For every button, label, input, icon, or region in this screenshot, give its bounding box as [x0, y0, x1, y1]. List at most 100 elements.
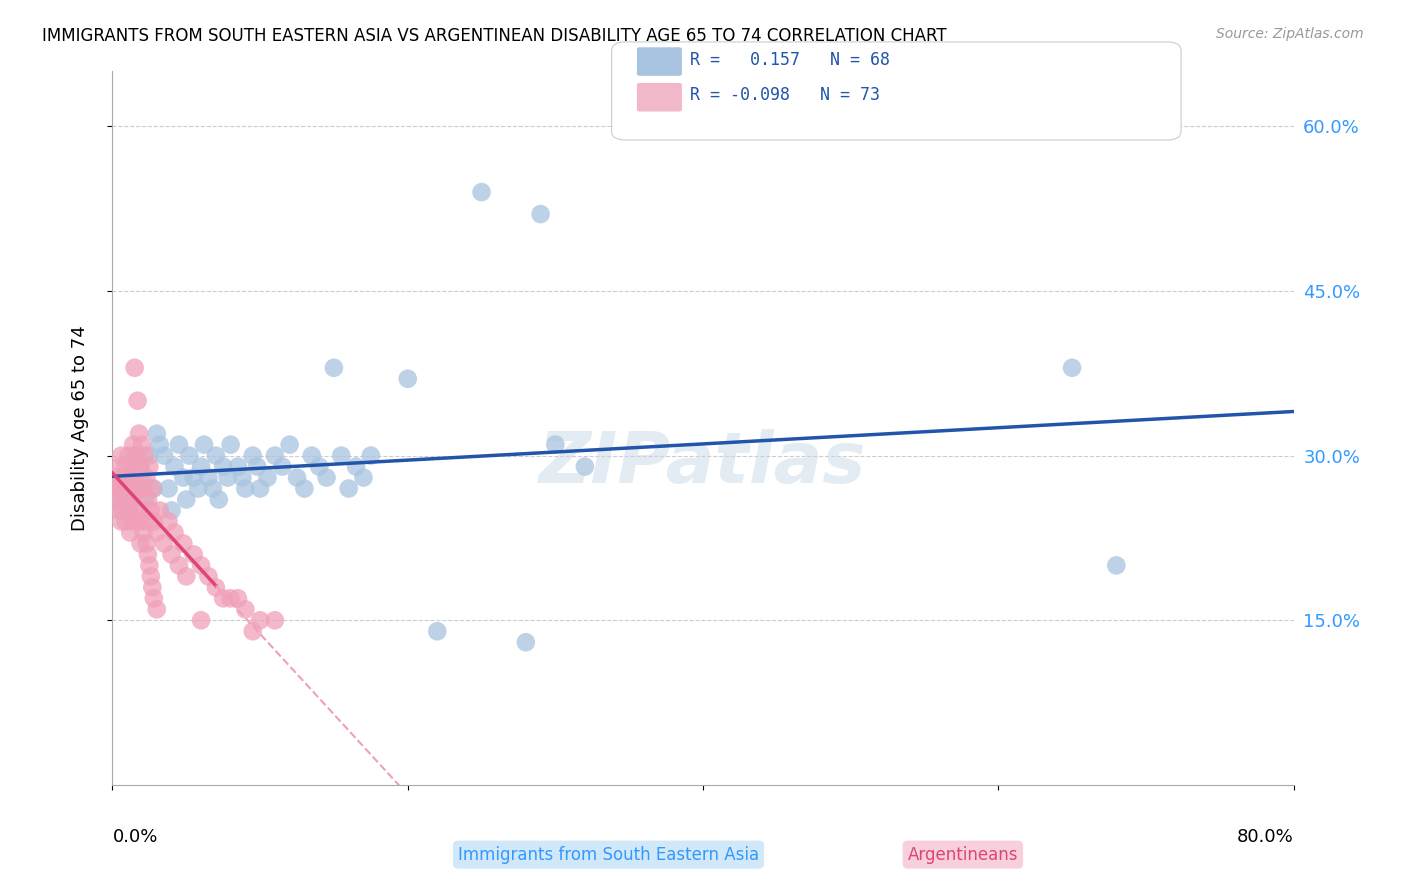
Point	[278, 437, 301, 451]
Point	[271, 459, 294, 474]
Point	[344, 459, 367, 474]
Y-axis label: Disability Age 65 to 74: Disability Age 65 to 74	[70, 326, 89, 531]
Point	[121, 459, 143, 474]
Point	[167, 437, 190, 451]
Point	[141, 482, 163, 496]
Point	[142, 482, 165, 496]
Point	[157, 515, 180, 529]
Text: R = -0.098   N = 73: R = -0.098 N = 73	[690, 87, 880, 104]
Point	[285, 470, 308, 484]
Point	[1062, 360, 1084, 375]
Text: R =   0.157   N = 68: R = 0.157 N = 68	[690, 51, 890, 69]
Point	[124, 470, 146, 484]
Point	[330, 449, 353, 463]
Point	[174, 492, 197, 507]
Point	[105, 470, 128, 484]
Point	[108, 492, 131, 507]
Point	[574, 459, 596, 474]
Point	[128, 426, 150, 441]
Point	[129, 536, 152, 550]
Point	[114, 515, 136, 529]
Point	[112, 503, 135, 517]
Point	[197, 569, 219, 583]
Point	[125, 503, 148, 517]
Point	[108, 503, 131, 517]
Point	[1105, 558, 1128, 573]
Point	[396, 372, 419, 386]
Point	[128, 515, 150, 529]
Text: 0.0%: 0.0%	[112, 828, 157, 846]
Point	[135, 470, 157, 484]
Point	[110, 515, 132, 529]
Point	[212, 591, 235, 606]
Point	[301, 449, 323, 463]
Point	[190, 459, 212, 474]
Point	[120, 482, 142, 496]
Point	[131, 470, 153, 484]
Point	[153, 536, 176, 550]
Point	[127, 482, 149, 496]
Point	[118, 503, 141, 517]
Point	[121, 492, 143, 507]
Point	[139, 503, 162, 517]
Point	[114, 459, 136, 474]
Point	[111, 482, 134, 496]
Point	[138, 449, 160, 463]
Point	[246, 459, 269, 474]
Point	[249, 482, 271, 496]
Point	[187, 482, 209, 496]
Point	[226, 591, 249, 606]
Point	[160, 548, 183, 562]
Text: Immigrants from South Eastern Asia: Immigrants from South Eastern Asia	[458, 846, 759, 863]
Point	[515, 635, 537, 649]
Point	[110, 449, 132, 463]
Point	[426, 624, 449, 639]
Point	[179, 449, 201, 463]
Point	[138, 459, 160, 474]
Point	[264, 449, 287, 463]
Point	[153, 449, 176, 463]
Point	[146, 426, 169, 441]
Point	[125, 449, 148, 463]
Point	[122, 470, 145, 484]
Point	[193, 437, 215, 451]
Point	[134, 449, 156, 463]
Point	[132, 482, 155, 496]
Point	[146, 525, 169, 540]
Point	[111, 492, 134, 507]
Point	[131, 437, 153, 451]
Point	[117, 470, 138, 484]
Point	[157, 482, 180, 496]
Point	[122, 437, 145, 451]
Point	[108, 459, 131, 474]
Point	[105, 482, 128, 496]
Point	[292, 482, 315, 496]
Point	[112, 492, 135, 507]
Point	[134, 492, 156, 507]
Point	[139, 569, 162, 583]
Text: ZIPatlas: ZIPatlas	[540, 429, 866, 499]
Point	[242, 624, 264, 639]
Point	[114, 503, 136, 517]
Point	[172, 536, 194, 550]
Point	[231, 470, 253, 484]
Text: IMMIGRANTS FROM SOUTH EASTERN ASIA VS ARGENTINEAN DISABILITY AGE 65 TO 74 CORREL: IMMIGRANTS FROM SOUTH EASTERN ASIA VS AR…	[42, 27, 946, 45]
Point	[264, 613, 287, 627]
Point	[183, 548, 205, 562]
Point	[167, 558, 190, 573]
Point	[117, 470, 138, 484]
Point	[149, 437, 172, 451]
Point	[323, 360, 346, 375]
Point	[149, 503, 172, 517]
Point	[174, 569, 197, 583]
Point	[183, 470, 205, 484]
Text: Argentineans: Argentineans	[908, 846, 1018, 863]
Point	[141, 580, 163, 594]
Point	[118, 449, 141, 463]
Point	[120, 525, 142, 540]
Point	[103, 482, 125, 496]
Point	[208, 492, 231, 507]
Point	[217, 470, 239, 484]
Point	[135, 536, 157, 550]
Point	[160, 503, 183, 517]
